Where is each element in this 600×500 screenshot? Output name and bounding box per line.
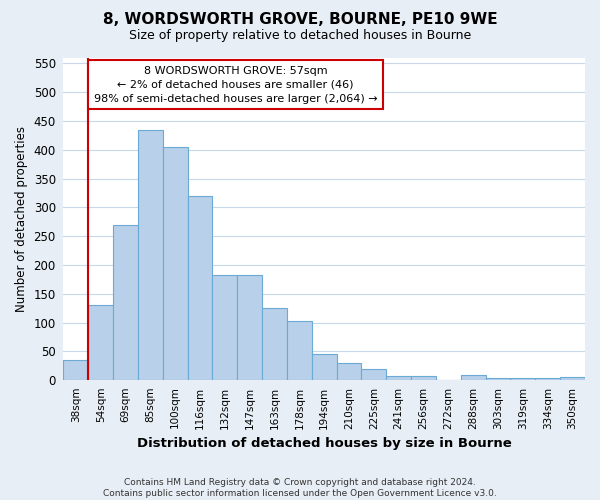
Bar	[312, 354, 337, 380]
Bar	[411, 376, 436, 380]
Text: Size of property relative to detached houses in Bourne: Size of property relative to detached ho…	[129, 29, 471, 42]
Bar	[88, 306, 113, 380]
Bar	[113, 224, 138, 380]
Bar	[138, 130, 163, 380]
Bar	[361, 369, 386, 380]
Text: Contains HM Land Registry data © Crown copyright and database right 2024.
Contai: Contains HM Land Registry data © Crown c…	[103, 478, 497, 498]
Bar	[163, 147, 188, 380]
Bar	[212, 275, 237, 380]
X-axis label: Distribution of detached houses by size in Bourne: Distribution of detached houses by size …	[137, 437, 512, 450]
Bar	[337, 363, 361, 380]
Bar	[287, 321, 312, 380]
Text: 8, WORDSWORTH GROVE, BOURNE, PE10 9WE: 8, WORDSWORTH GROVE, BOURNE, PE10 9WE	[103, 12, 497, 28]
Y-axis label: Number of detached properties: Number of detached properties	[15, 126, 28, 312]
Bar	[560, 377, 585, 380]
Bar	[461, 375, 485, 380]
Bar	[64, 360, 88, 380]
Bar	[237, 275, 262, 380]
Bar	[262, 308, 287, 380]
Text: 8 WORDSWORTH GROVE: 57sqm
← 2% of detached houses are smaller (46)
98% of semi-d: 8 WORDSWORTH GROVE: 57sqm ← 2% of detach…	[94, 66, 377, 104]
Bar	[535, 378, 560, 380]
Bar	[386, 376, 411, 380]
Bar	[511, 378, 535, 380]
Bar	[188, 196, 212, 380]
Bar	[485, 378, 511, 380]
